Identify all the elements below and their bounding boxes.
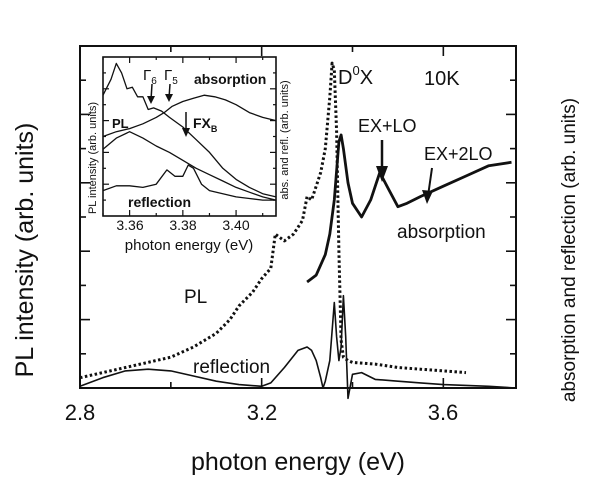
inset-label-gamma5: Γ5 (164, 67, 178, 87)
main-xtick-label: 2.8 (65, 400, 96, 425)
annotation-d0x: D0X (338, 63, 373, 89)
x-axis-label: photon energy (eV) (191, 448, 405, 476)
inset-label-pl: PL (112, 116, 129, 131)
label-pl: PL (184, 287, 207, 308)
annotation-ex-lo: EX+LO (358, 116, 417, 136)
series-line-absorption (102, 94, 277, 138)
arrow-ex-lo (376, 140, 388, 182)
inset-label-gamma6: Γ6 (143, 67, 157, 87)
main-xtick-label: 3.2 (247, 400, 278, 425)
inset-label-absorption: absorption (194, 71, 266, 87)
series-line-pl (102, 62, 277, 198)
inset-label-reflection: reflection (128, 194, 191, 210)
inset-y-axis-label-left: PL intensity (arb. units) (87, 102, 99, 214)
series-line-reflection (102, 164, 276, 201)
annotation-ex-2lo: EX+2LO (424, 144, 493, 164)
main-xtick-labels: 2.8 3.2 3.6 (65, 400, 459, 425)
label-absorption: absorption (397, 222, 486, 243)
annotation-temperature: 10K (424, 68, 460, 90)
main-xtick-label: 3.6 (428, 400, 459, 425)
series-line-pl (79, 61, 467, 380)
series-line-pl (102, 131, 277, 201)
inset-xtick-labels: 3.36 3.38 3.40 (116, 217, 249, 233)
inset-arrow-fxb (182, 112, 190, 137)
arrow-ex-2lo (422, 167, 433, 204)
inset-x-axis-label: photon energy (eV) (125, 237, 253, 254)
inset-xtick-label: 3.40 (222, 217, 249, 233)
main-series (79, 61, 517, 400)
inset-xtick-label: 3.38 (169, 217, 196, 233)
series-line-absorption (306, 133, 512, 284)
inset-y-axis-label-right: abs. and refl. (arb. units) (279, 80, 291, 199)
y-axis-label-left: PL intensity (arb. units) (11, 123, 39, 378)
inset-arrow-gamma6 (147, 83, 155, 104)
y-axis-label-right: absorption and reflection (arb. units) (559, 98, 580, 402)
label-reflection: reflection (193, 357, 270, 378)
inset-xtick-label: 3.36 (116, 217, 143, 233)
inset-label-fxb: FXB (193, 115, 218, 134)
main-ticks (79, 46, 516, 388)
inset-series (102, 62, 277, 201)
series-line-reflection (79, 294, 517, 400)
inset-arrow-gamma5 (165, 83, 173, 102)
